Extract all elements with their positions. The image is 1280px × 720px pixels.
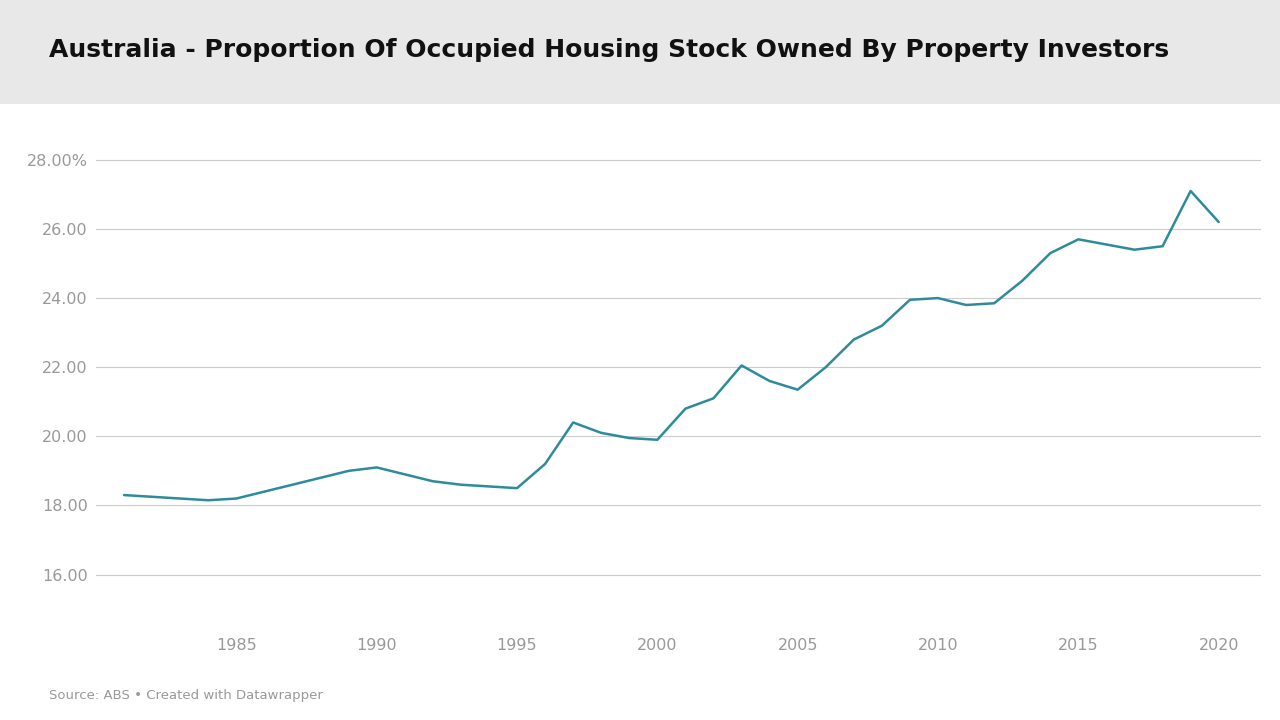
- Text: Australia - Proportion Of Occupied Housing Stock Owned By Property Investors: Australia - Proportion Of Occupied Housi…: [49, 38, 1169, 62]
- Text: Source: ABS • Created with Datawrapper: Source: ABS • Created with Datawrapper: [49, 689, 323, 702]
